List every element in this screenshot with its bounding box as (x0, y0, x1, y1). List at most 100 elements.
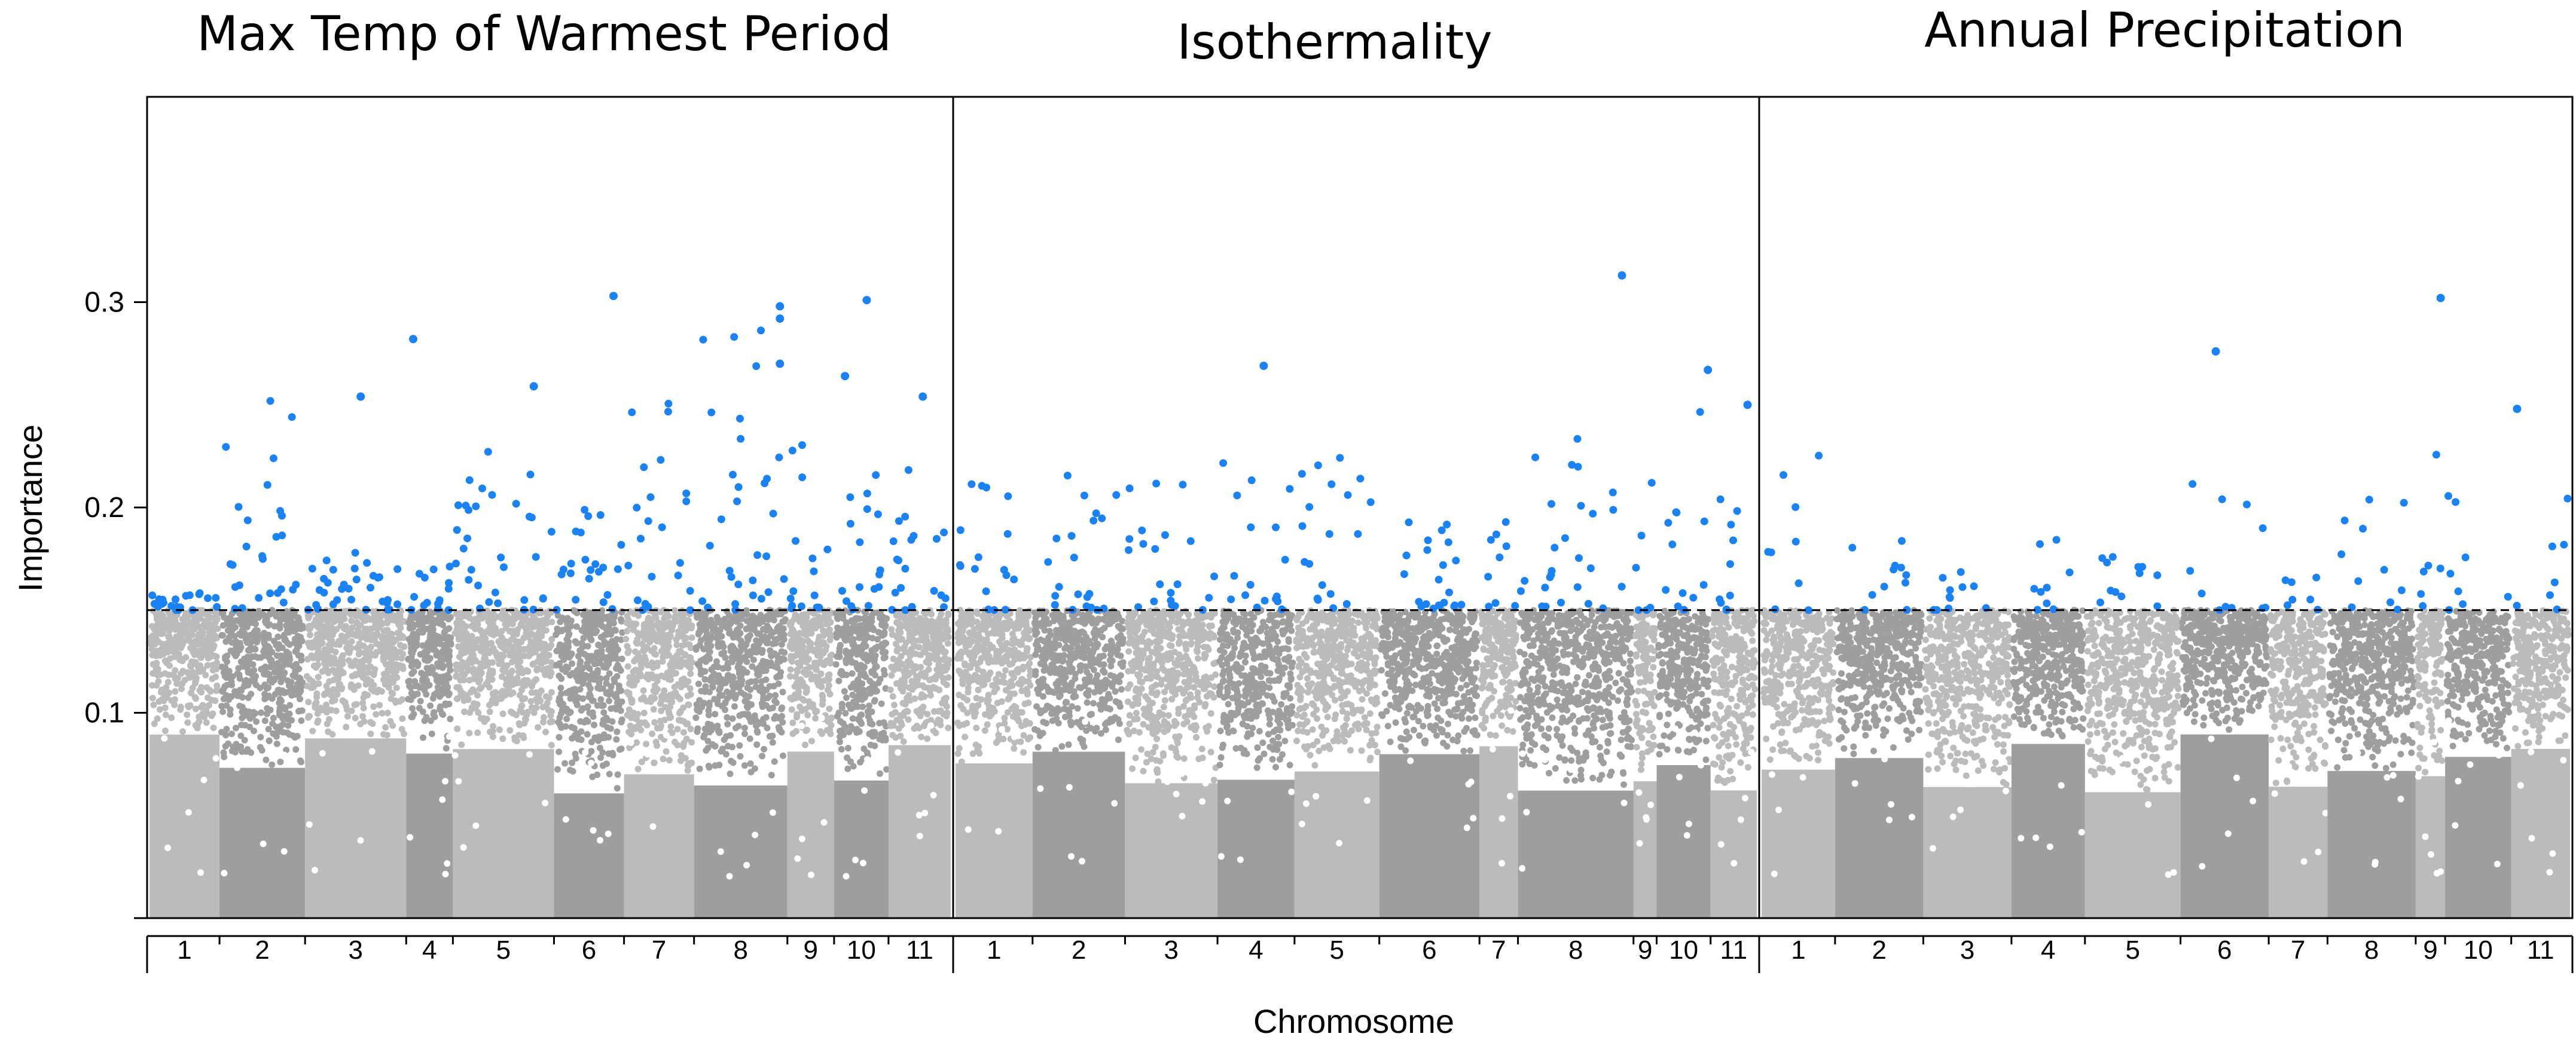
grey-point (853, 729, 860, 736)
significant-point (789, 587, 798, 595)
grey-point (487, 648, 495, 655)
grey-point (965, 684, 972, 692)
grey-point (722, 707, 728, 713)
grey-point (971, 713, 978, 720)
significant-point (843, 597, 850, 605)
grey-point (454, 622, 461, 629)
grey-point (674, 742, 681, 749)
grey-point (239, 704, 246, 711)
grey-point (456, 630, 463, 637)
grey-point (867, 741, 874, 748)
grey-point (442, 700, 449, 707)
grey-point (310, 662, 318, 669)
grey-point (712, 711, 719, 718)
grey-point (558, 710, 564, 717)
grey-point (251, 634, 258, 641)
grey-point (206, 702, 212, 709)
significant-point (730, 333, 738, 341)
gap-point (306, 821, 313, 828)
grey-point (678, 677, 685, 684)
grey-point (1018, 687, 1025, 695)
gap-point (927, 722, 935, 729)
grey-point (476, 612, 483, 619)
grey-point (438, 710, 445, 717)
significant-point (764, 588, 773, 597)
grey-point (847, 758, 854, 765)
grey-point (522, 716, 529, 723)
grey-point (194, 663, 202, 671)
grey-point (645, 616, 652, 623)
grey-point (568, 724, 575, 730)
grey-point (618, 655, 625, 662)
significant-point (352, 576, 361, 583)
grey-point (189, 631, 196, 638)
grey-point (911, 695, 918, 702)
grey-point (669, 622, 676, 629)
grey-point (753, 642, 760, 649)
grey-point (613, 636, 620, 643)
grey-point (757, 719, 764, 726)
grey-point (774, 635, 782, 642)
grey-point (614, 771, 621, 778)
grey-point (220, 749, 227, 756)
gap-point (726, 873, 733, 880)
grey-point (594, 666, 602, 674)
grey-point (339, 656, 346, 663)
grey-point (428, 730, 435, 738)
grey-point (417, 698, 424, 705)
grey-point (435, 663, 442, 670)
grey-point (628, 730, 635, 738)
grey-point (983, 619, 990, 626)
significant-point (762, 552, 771, 561)
grey-point (170, 619, 178, 626)
grey-point (440, 673, 447, 680)
grey-point (578, 707, 585, 714)
grey-point (196, 624, 203, 631)
grey-point (305, 714, 312, 721)
gap-point (319, 750, 326, 757)
significant-point (420, 573, 429, 582)
significant-point (478, 484, 486, 493)
grey-point (824, 686, 831, 693)
grey-point (726, 629, 733, 637)
grey-point (411, 678, 419, 685)
grey-point (709, 741, 716, 748)
grey-point (697, 671, 704, 678)
grey-point (923, 659, 930, 666)
significant-point (488, 491, 496, 499)
grey-point (764, 635, 771, 642)
grey-point (398, 726, 405, 733)
grey-point (305, 699, 312, 705)
grey-point (492, 628, 499, 634)
grey-point (486, 708, 493, 715)
grey-point (708, 623, 715, 630)
grey-point (660, 756, 667, 763)
significant-point (875, 570, 884, 579)
grey-point (694, 725, 701, 732)
gap-point (472, 822, 480, 829)
grey-point (960, 694, 967, 701)
grey-point (218, 702, 225, 710)
grey-point (228, 616, 235, 623)
significant-point (749, 576, 757, 585)
grey-point (292, 691, 299, 698)
grey-point (584, 643, 591, 650)
grey-point (265, 726, 272, 733)
grey-point (707, 637, 713, 643)
grey-point (465, 696, 472, 704)
grey-point (158, 625, 165, 632)
grey-point (676, 696, 683, 703)
grey-point (548, 689, 555, 696)
grey-point (192, 678, 199, 686)
grey-point (237, 732, 245, 739)
grey-point (600, 721, 607, 728)
grey-point (596, 733, 602, 741)
grey-point (778, 729, 785, 736)
grey-point (286, 731, 293, 738)
grey-point (615, 702, 622, 710)
significant-point (727, 573, 735, 581)
grey-point (741, 730, 748, 738)
grey-point (294, 684, 301, 691)
grey-point (417, 651, 424, 658)
grey-point (588, 624, 595, 631)
